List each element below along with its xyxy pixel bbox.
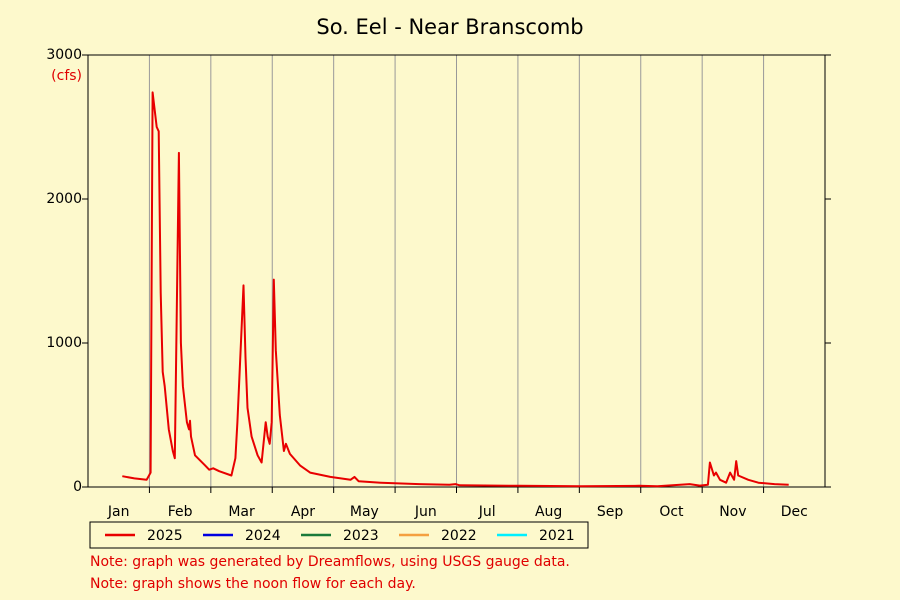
legend-label: 2023 <box>343 528 379 544</box>
legend-label: 2022 <box>441 528 477 544</box>
y-axis-unit: (cfs) <box>51 68 82 84</box>
x-tick-label: Feb <box>168 504 193 520</box>
x-tick-label: Nov <box>719 504 746 520</box>
y-tick-label: 0 <box>73 479 82 495</box>
y-tick-label: 2000 <box>46 191 82 207</box>
x-tick-label: Aug <box>535 504 562 520</box>
y-tick-label: 1000 <box>46 335 82 351</box>
x-tick-label: Jan <box>107 504 130 520</box>
legend-label: 2025 <box>147 528 183 544</box>
plot-frame <box>87 54 826 488</box>
x-tick-label: Mar <box>228 504 255 520</box>
legend-label: 2024 <box>245 528 281 544</box>
legend-label: 2021 <box>539 528 575 544</box>
legend-box <box>89 521 589 549</box>
flow-line <box>122 91 789 488</box>
x-tick-label: Apr <box>291 504 315 520</box>
note: Note: graph was generated by Dreamflows,… <box>90 554 570 570</box>
x-tick-label: Oct <box>659 504 684 520</box>
x-tick-label: Jun <box>414 504 437 520</box>
x-tick-label: May <box>350 504 379 520</box>
x-tick-label: Jul <box>478 504 496 520</box>
x-tick-label: Dec <box>781 504 808 520</box>
note: Note: graph shows the noon flow for each… <box>90 576 416 592</box>
chart-title: So. Eel - Near Branscomb <box>316 15 583 39</box>
y-tick-label: 3000 <box>46 47 82 63</box>
x-tick-label: Sep <box>597 504 624 520</box>
